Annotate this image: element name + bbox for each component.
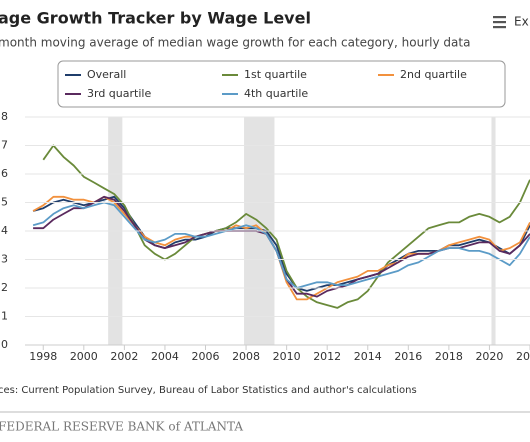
series-line	[32, 201, 530, 289]
y-tick-label: 0	[1, 338, 8, 351]
x-tick-label: 2020	[475, 350, 503, 363]
legend-label: Overall	[87, 68, 126, 81]
y-tick-label: 3	[1, 253, 8, 266]
legend-label: 3rd quartile	[87, 87, 151, 100]
menu-icon[interactable]	[493, 16, 506, 29]
x-tick-label: 2018	[435, 350, 463, 363]
y-tick-label: 4	[1, 224, 8, 237]
x-tick-label: 2022	[516, 350, 530, 363]
x-tick-label: 2016	[394, 350, 422, 363]
footer: FEDERAL RESERVE BANK of ATLANTA	[0, 420, 243, 434]
x-tick-label: 2002	[110, 350, 138, 363]
legend-item[interactable]: Overall	[65, 68, 126, 81]
x-tick-label: 2012	[313, 350, 341, 363]
plot-area: 0 1 2 3 4 5 6 7 8 1998 2000 2002 2004 2006 2008 2010 201…	[1, 110, 530, 363]
x-tick-label: 2014	[354, 350, 382, 363]
chart-title: age Growth Tracker by Wage Level	[0, 9, 311, 28]
y-tick-label: 7	[1, 139, 8, 152]
series-line	[33, 195, 530, 298]
legend-item[interactable]: 2nd quartile	[378, 68, 467, 81]
x-tick-label: 2004	[151, 350, 179, 363]
x-tick-label: 2006	[192, 350, 220, 363]
y-tick-label: 8	[1, 110, 8, 123]
legend-item[interactable]: 4th quartile	[222, 87, 308, 100]
legend-box	[57, 60, 506, 108]
x-tick-label: 2000	[70, 350, 98, 363]
x-tick-label: 1998	[29, 350, 57, 363]
x-tick-label: 2008	[232, 350, 260, 363]
legend-label: 2nd quartile	[400, 68, 467, 81]
export-button[interactable]: Ex	[514, 15, 529, 29]
legend-item[interactable]: 3rd quartile	[65, 87, 151, 100]
y-tick-label: 2	[1, 281, 8, 294]
legend-label: 4th quartile	[244, 87, 308, 100]
source-note: ces: Current Population Survey, Bureau o…	[0, 385, 417, 396]
y-tick-label: 6	[1, 167, 8, 180]
chart-subtitle: month moving average of median wage grow…	[0, 36, 470, 50]
series-line	[42, 144, 530, 309]
legend-item[interactable]: 1st quartile	[222, 68, 307, 81]
y-tick-label: 5	[1, 196, 8, 209]
x-tick-label: 2010	[273, 350, 301, 363]
legend-label: 1st quartile	[244, 68, 307, 81]
y-tick-label: 1	[1, 310, 8, 323]
legend: Overall 1st quartile 2nd quartile 3rd quart…	[65, 68, 467, 100]
